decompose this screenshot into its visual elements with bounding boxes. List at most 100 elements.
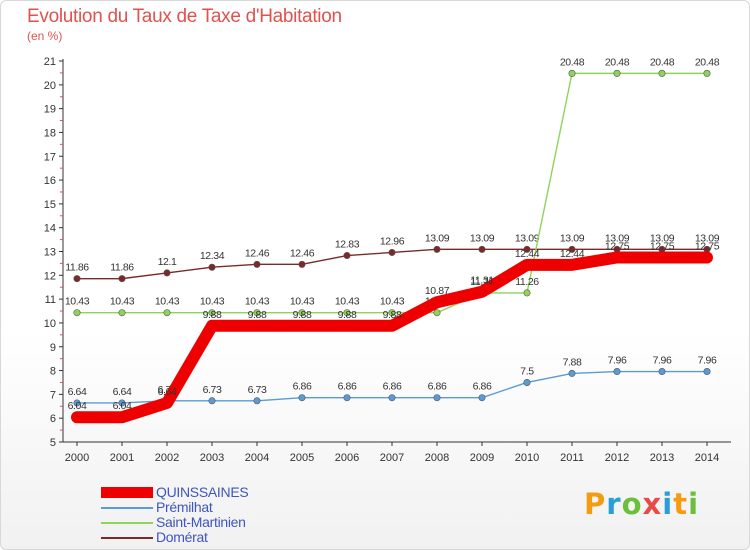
legend-swatch bbox=[101, 522, 153, 524]
data-point-domerat bbox=[343, 252, 351, 260]
data-point-quinssaines bbox=[657, 252, 667, 263]
data-point-quinssaines bbox=[702, 252, 712, 263]
data-label-domerat: 13.09 bbox=[470, 232, 495, 244]
data-label-quinssaines: 9.88 bbox=[293, 309, 312, 321]
data-point-quinssaines bbox=[612, 252, 622, 263]
x-tick-label: 2014 bbox=[695, 452, 719, 464]
chart-unit: (en %) bbox=[27, 29, 63, 43]
data-label-quinssaines: 10.87 bbox=[425, 285, 450, 297]
data-label-domerat: 12.1 bbox=[158, 256, 177, 268]
data-label-saint-martinien: 20.48 bbox=[695, 56, 720, 68]
data-label-premilhat: 7.96 bbox=[608, 355, 627, 367]
data-label-saint-martinien: 10.43 bbox=[110, 296, 135, 308]
data-point-saint-martinien bbox=[208, 309, 216, 317]
data-point-domerat bbox=[73, 275, 81, 283]
data-point-domerat bbox=[568, 245, 576, 253]
data-point-saint-martinien bbox=[613, 69, 621, 77]
data-point-quinssaines bbox=[297, 320, 307, 331]
data-point-premilhat bbox=[253, 397, 261, 405]
data-label-saint-martinien: 10.43 bbox=[155, 296, 180, 308]
x-tick-label: 2006 bbox=[335, 452, 359, 464]
data-point-saint-martinien bbox=[388, 309, 396, 317]
data-label-quinssaines: 9.88 bbox=[203, 309, 222, 321]
data-point-quinssaines bbox=[522, 259, 532, 270]
data-point-domerat bbox=[478, 245, 486, 253]
y-tick-label: 13 bbox=[44, 247, 56, 259]
y-tick-label: 17 bbox=[44, 151, 56, 163]
y-tick-label: 19 bbox=[44, 104, 56, 116]
data-point-quinssaines bbox=[567, 259, 577, 270]
data-label-quinssaines: 12.75 bbox=[695, 240, 720, 252]
data-point-domerat bbox=[253, 260, 261, 268]
data-label-premilhat: 7.88 bbox=[563, 356, 582, 368]
line-chart: 5 6 7 8 9 10 11 12 13 14 15 16 17 18 19 20 21 2000 2001 200… bbox=[44, 56, 731, 464]
legend-label: Prémilhat bbox=[156, 499, 213, 515]
data-label-domerat: 12.46 bbox=[245, 247, 270, 259]
data-label-saint-martinien: 11.26 bbox=[515, 276, 539, 288]
logo-letter: r bbox=[606, 487, 622, 521]
data-label-domerat: 11.86 bbox=[110, 262, 134, 274]
data-point-saint-martinien bbox=[433, 309, 441, 317]
legend-label: Domérat bbox=[156, 529, 208, 545]
data-point-premilhat bbox=[613, 368, 621, 376]
data-label-quinssaines: 12.75 bbox=[605, 240, 630, 252]
data-label-quinssaines: 12.44 bbox=[560, 248, 585, 260]
data-point-domerat bbox=[433, 245, 441, 253]
data-label-premilhat: 6.86 bbox=[473, 381, 492, 393]
y-tick-label: 12 bbox=[44, 270, 56, 282]
data-label-saint-martinien: 10.43 bbox=[290, 296, 315, 308]
data-point-quinssaines bbox=[432, 297, 442, 308]
x-tick-label: 2010 bbox=[515, 452, 539, 464]
x-tick-label: 2013 bbox=[650, 452, 674, 464]
proxiti-logo: Proxiti bbox=[584, 487, 699, 521]
legend-label: Saint-Martinien bbox=[156, 514, 246, 530]
data-label-premilhat: 6.86 bbox=[338, 381, 357, 393]
legend-label: QUINSSAINES bbox=[156, 484, 249, 500]
data-label-premilhat: 7.96 bbox=[698, 355, 717, 367]
data-label-premilhat: 6.64 bbox=[113, 386, 132, 398]
data-point-saint-martinien bbox=[163, 309, 171, 317]
legend-swatch bbox=[101, 507, 153, 509]
data-point-quinssaines bbox=[477, 286, 487, 297]
x-tick-label: 2012 bbox=[605, 452, 629, 464]
data-label-quinssaines: 9.88 bbox=[383, 309, 402, 321]
data-point-quinssaines bbox=[207, 320, 217, 331]
x-tick-label: 2003 bbox=[200, 452, 224, 464]
data-label-saint-martinien: 10.43 bbox=[245, 296, 270, 308]
data-label-quinssaines: 12.75 bbox=[650, 240, 675, 252]
series-line-saint-martinien bbox=[76, 72, 708, 314]
data-label-domerat: 12.83 bbox=[335, 239, 360, 251]
x-tick-label: 2011 bbox=[560, 452, 584, 464]
logo-letter: x bbox=[642, 487, 663, 521]
data-point-quinssaines bbox=[72, 412, 82, 423]
data-label-quinssaines: 9.88 bbox=[338, 309, 357, 321]
data-label-premilhat: 6.73 bbox=[203, 384, 222, 396]
data-point-domerat bbox=[523, 245, 531, 253]
data-point-saint-martinien bbox=[118, 309, 126, 317]
logo-letter: i bbox=[662, 487, 674, 521]
data-label-premilhat: 6.86 bbox=[383, 381, 402, 393]
data-label-quinssaines: 6.64 bbox=[158, 386, 177, 398]
data-point-domerat bbox=[298, 260, 306, 268]
data-label-quinssaines: 9.88 bbox=[248, 309, 267, 321]
data-label-quinssaines: 12.44 bbox=[515, 248, 540, 260]
data-point-domerat bbox=[118, 275, 126, 283]
chart-title: Evolution du Taux de Taxe d'Habitation bbox=[27, 6, 342, 27]
data-label-premilhat: 6.73 bbox=[248, 384, 267, 396]
data-point-premilhat bbox=[433, 394, 441, 402]
data-point-saint-martinien bbox=[658, 69, 666, 77]
logo-letter: i bbox=[688, 487, 700, 521]
x-tick-label: 2007 bbox=[380, 452, 404, 464]
x-tick-label: 2009 bbox=[470, 452, 494, 464]
data-label-domerat: 12.34 bbox=[200, 250, 225, 262]
data-point-domerat bbox=[163, 269, 171, 277]
y-tick-label: 20 bbox=[44, 80, 56, 92]
data-point-saint-martinien bbox=[73, 309, 81, 317]
y-tick-label: 21 bbox=[44, 56, 56, 68]
y-tick-label: 16 bbox=[44, 175, 56, 187]
data-point-quinssaines bbox=[162, 397, 172, 408]
data-point-premilhat bbox=[568, 369, 576, 377]
x-tick-label: 2002 bbox=[155, 452, 179, 464]
y-tick-label: 15 bbox=[44, 199, 56, 211]
